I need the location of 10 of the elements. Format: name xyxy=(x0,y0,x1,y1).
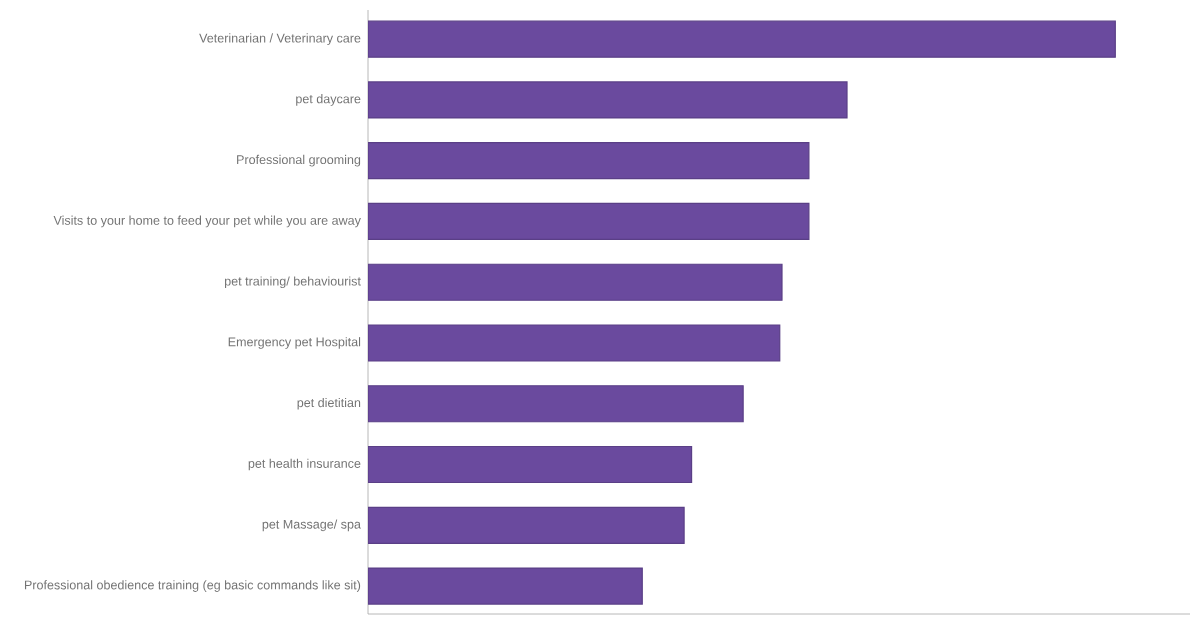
bar xyxy=(368,81,848,119)
bar xyxy=(368,142,810,180)
bar xyxy=(368,20,1116,58)
bar xyxy=(368,202,810,241)
bar xyxy=(368,324,781,362)
bar xyxy=(368,567,643,605)
bar xyxy=(368,445,693,484)
bar xyxy=(368,385,744,423)
bar xyxy=(368,506,685,544)
bar xyxy=(368,263,783,301)
